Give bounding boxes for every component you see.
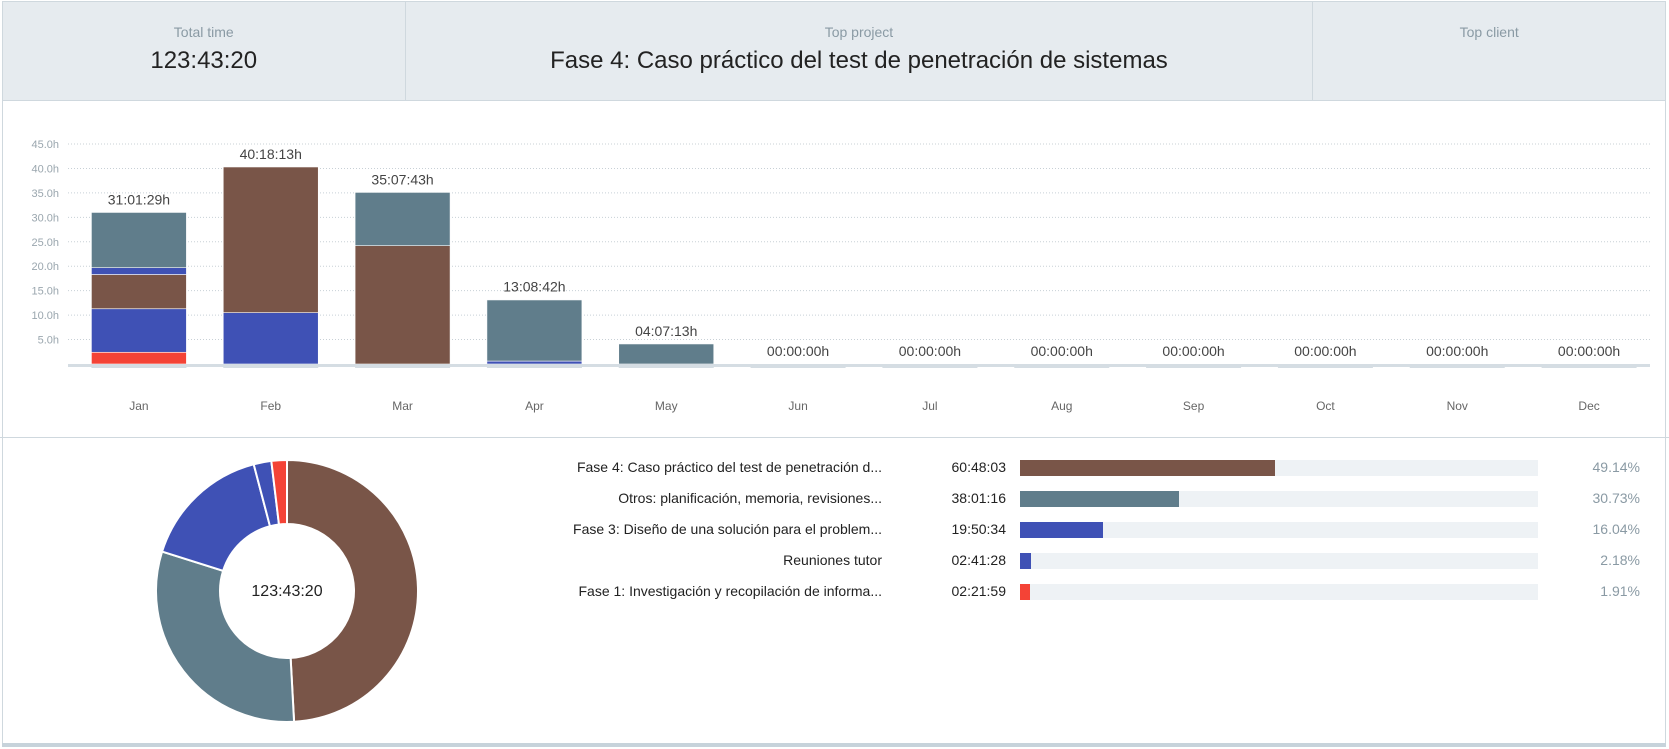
top-client-stat: Top client [1313, 2, 1665, 100]
project-percent: 49.14% [1592, 459, 1640, 475]
bar-total-label: 00:00:00h [1162, 343, 1224, 359]
summary-bar: Total time 123:43:20 Top project Fase 4:… [3, 2, 1665, 101]
project-progress-fill [1020, 460, 1275, 476]
top-client-label: Top client [1459, 24, 1519, 40]
project-progress-fill [1020, 584, 1031, 600]
donut-slice-fase4[interactable] [286, 458, 419, 723]
y-tick-label: 20.0h [31, 261, 59, 273]
project-percent: 16.04% [1592, 521, 1640, 537]
project-progress-track [1020, 460, 1538, 476]
donut-slice-fase1[interactable] [270, 458, 288, 526]
project-name[interactable]: Otros: planificación, memoria, revisione… [618, 490, 882, 506]
total-time-value: 123:43:20 [150, 47, 258, 74]
bar-segment-fase3[interactable] [91, 308, 187, 353]
top-project-stat: Top project Fase 4: Caso práctico del te… [406, 2, 1314, 100]
project-progress-track [1020, 584, 1538, 600]
y-tick-label: 15.0h [31, 286, 59, 298]
project-donut-chart [155, 458, 419, 723]
bar-segment-otros[interactable] [486, 299, 583, 362]
donut-slice-otros[interactable] [155, 550, 296, 723]
project-time: 19:50:34 [951, 521, 1007, 537]
x-tick-label: Jan [129, 399, 148, 413]
project-time: 38:01:16 [951, 490, 1007, 506]
bar-total-label: 04:07:13h [635, 323, 697, 339]
bar-total-label: 31:01:29h [108, 191, 170, 207]
project-percent: 2.18% [1600, 552, 1640, 568]
bar-segment-fase3[interactable] [222, 312, 319, 365]
project-time: 60:48:03 [951, 459, 1007, 475]
bar-segment-otros[interactable] [618, 343, 715, 365]
x-tick-label: Oct [1316, 399, 1335, 413]
bar-total-label: 00:00:00h [1426, 343, 1488, 359]
x-tick-label: Jul [922, 399, 937, 413]
bar-segment-otros[interactable] [354, 192, 451, 246]
bar-total-label: 00:00:00h [1558, 343, 1620, 359]
bar-segment-fase4[interactable] [222, 166, 319, 313]
project-progress-fill [1020, 522, 1104, 538]
project-time: 02:41:28 [951, 552, 1007, 568]
project-progress-fill [1020, 491, 1180, 507]
y-tick-label: 25.0h [31, 237, 59, 249]
x-tick-label: Sep [1183, 399, 1205, 413]
top-project-value[interactable]: Fase 4: Caso práctico del test de penetr… [550, 47, 1168, 74]
bar-total-label: 00:00:00h [767, 343, 829, 359]
project-name[interactable]: Fase 4: Caso práctico del test de penetr… [576, 459, 882, 475]
x-axis-line [68, 364, 1650, 367]
bar-total-label: 13:08:42h [503, 279, 565, 295]
project-percent: 30.73% [1592, 490, 1640, 506]
x-tick-label: Apr [525, 399, 544, 413]
project-row[interactable]: Reuniones tutor 02:41:28 2.18% [540, 552, 1640, 583]
y-tick-label: 35.0h [31, 188, 59, 200]
bar-total-label: 00:00:00h [899, 343, 961, 359]
project-progress-track [1020, 491, 1538, 507]
x-tick-label: Aug [1051, 399, 1072, 413]
bar-total-label: 00:00:00h [1031, 343, 1093, 359]
bar-segment-fase3[interactable] [486, 360, 583, 365]
y-tick-label: 45.0h [31, 139, 59, 151]
project-progress-fill [1020, 553, 1032, 569]
x-tick-label: Nov [1447, 399, 1468, 413]
y-tick-label: 10.0h [31, 310, 59, 322]
project-time: 02:21:59 [951, 583, 1007, 599]
project-breakdown-list: Fase 4: Caso práctico del test de penetr… [540, 459, 1640, 614]
y-tick-label: 5.0h [38, 335, 59, 347]
bar-segment-fase1[interactable] [91, 351, 187, 365]
total-time-label: Total time [173, 24, 234, 40]
y-tick-label: 40.0h [31, 163, 59, 175]
bar-total-label: 00:00:00h [1294, 343, 1356, 359]
y-tick-label: 30.0h [31, 212, 59, 224]
x-tick-label: Feb [260, 399, 281, 413]
x-tick-label: Dec [1578, 399, 1599, 413]
x-tick-label: Mar [392, 399, 413, 413]
bar-total-label: 35:07:43h [371, 171, 433, 187]
project-progress-track [1020, 522, 1538, 538]
donut-center-total: 123:43:20 [251, 583, 323, 600]
project-name[interactable]: Reuniones tutor [783, 552, 882, 568]
project-row[interactable]: Fase 1: Investigación y recopilación de … [540, 583, 1640, 614]
section-divider [0, 437, 1669, 438]
project-row[interactable]: Fase 3: Diseño de una solución para el p… [540, 521, 1640, 552]
project-row[interactable]: Fase 4: Caso práctico del test de penetr… [540, 459, 1640, 490]
project-name[interactable]: Fase 3: Diseño de una solución para el p… [573, 521, 882, 537]
project-row[interactable]: Otros: planificación, memoria, revisione… [540, 490, 1640, 521]
donut-slice-fase3[interactable] [160, 463, 272, 573]
project-percent: 1.91% [1600, 583, 1640, 599]
bar-segment-reuniones[interactable] [91, 267, 187, 275]
monthly-bar-chart: 5.0h 10.0h 15.0h 20.0h 25.0h 30.0h 35.0h 40.0h 4… [31, 139, 1650, 413]
bottom-border [2, 743, 1666, 747]
bar-segment-fase4[interactable] [354, 245, 451, 365]
top-project-label: Top project [824, 24, 894, 40]
project-name[interactable]: Fase 1: Investigación y recopilación de … [578, 583, 883, 599]
bar-total-label: 40:18:13h [240, 146, 302, 162]
project-progress-track [1020, 553, 1538, 569]
x-tick-label: May [655, 399, 678, 413]
total-time-stat: Total time 123:43:20 [3, 2, 406, 100]
x-tick-label: Jun [788, 399, 807, 413]
bar-segment-otros[interactable] [91, 212, 187, 268]
bar-segment-fase4[interactable] [91, 274, 187, 310]
